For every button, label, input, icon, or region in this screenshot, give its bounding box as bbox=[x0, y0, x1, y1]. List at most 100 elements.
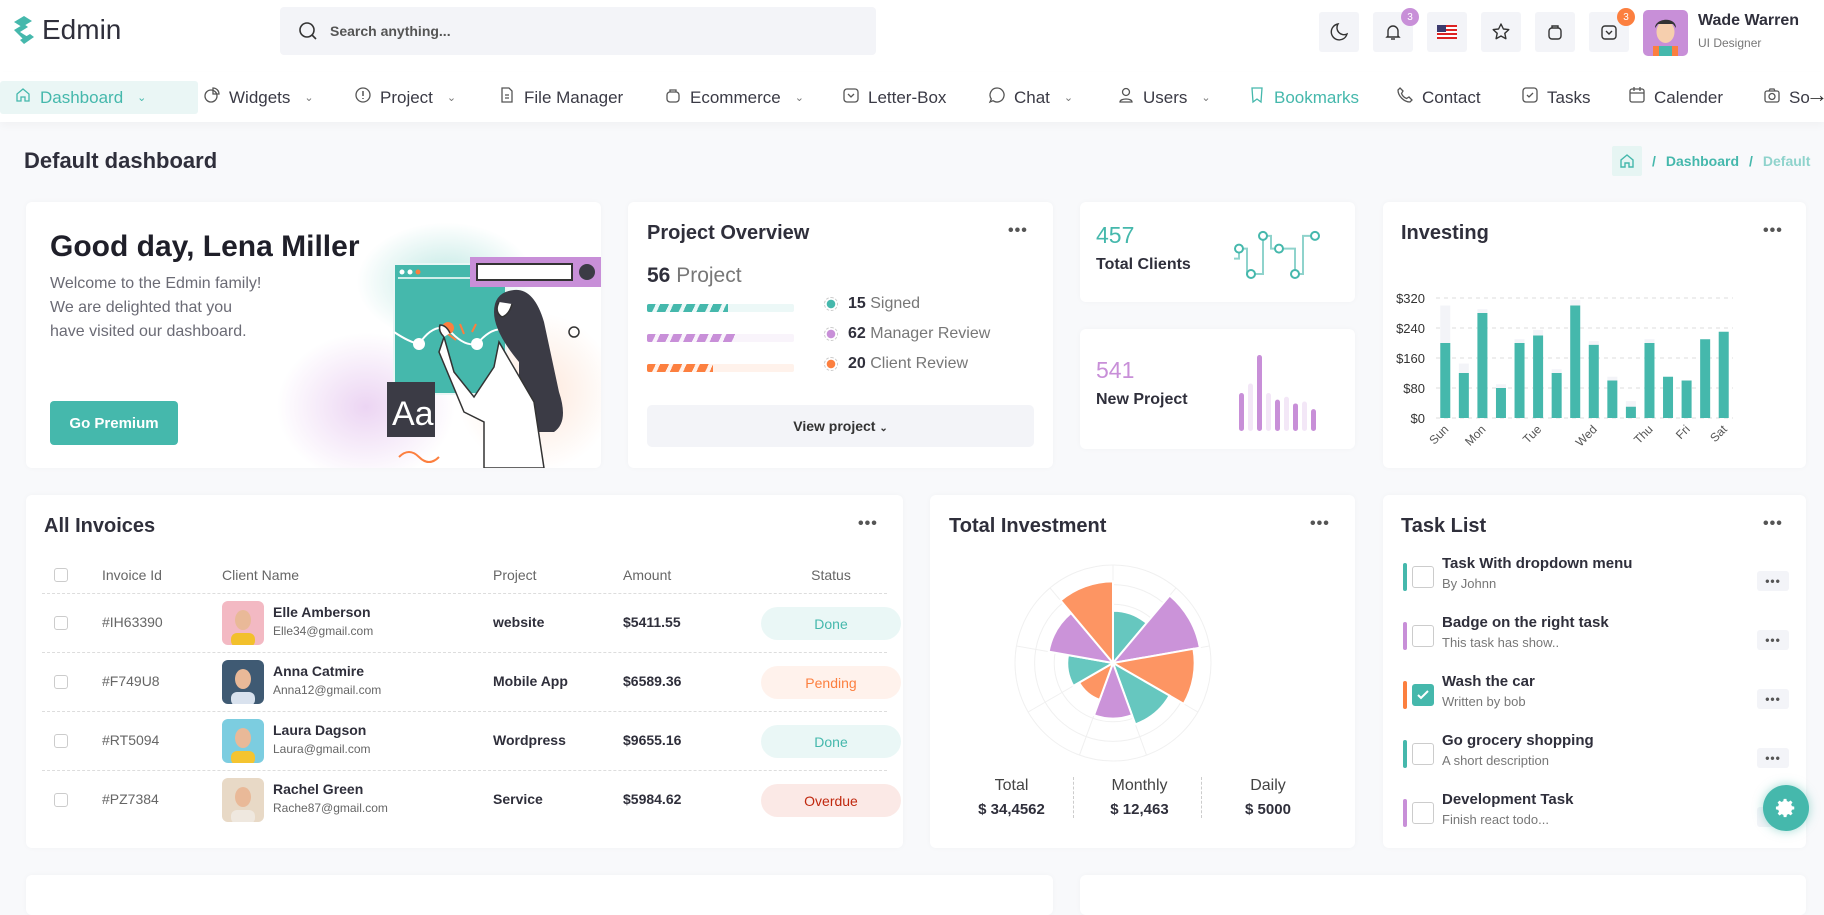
bar[interactable] bbox=[1588, 344, 1599, 418]
polar-slice[interactable] bbox=[1092, 660, 1134, 720]
y-tick-label: $80 bbox=[1403, 381, 1425, 396]
nav-item-label: Ecommerce bbox=[690, 87, 781, 107]
task-options-button[interactable]: ••• bbox=[1757, 748, 1789, 768]
bar[interactable] bbox=[1440, 343, 1451, 418]
messages-badge: 3 bbox=[1617, 8, 1635, 26]
main-navigation: Dashboard ⌄ Widgets ⌄ Project ⌄ File Manager Ec… bbox=[0, 72, 1824, 122]
task-checkbox[interactable] bbox=[1412, 802, 1434, 824]
bar[interactable] bbox=[1514, 343, 1525, 418]
language-button[interactable] bbox=[1427, 12, 1467, 52]
task-options-button[interactable]: ••• bbox=[1757, 630, 1789, 650]
nav-item-chat[interactable]: Chat ⌄ bbox=[988, 81, 1073, 114]
nav-item-so[interactable]: So bbox=[1763, 81, 1810, 114]
bar[interactable] bbox=[1718, 331, 1729, 418]
search-bar[interactable] bbox=[280, 7, 876, 55]
more-options-button[interactable]: ••• bbox=[858, 515, 878, 532]
bar[interactable] bbox=[1458, 373, 1469, 418]
settings-button[interactable] bbox=[1763, 785, 1809, 831]
nav-item-contact[interactable]: Contact bbox=[1396, 81, 1481, 114]
task-checkbox[interactable] bbox=[1412, 566, 1434, 588]
nav-item-ecommerce[interactable]: Ecommerce ⌄ bbox=[664, 81, 804, 114]
nav-item-calender[interactable]: Calender bbox=[1628, 81, 1723, 114]
task-description: By Johnn bbox=[1442, 576, 1497, 591]
nav-item-bookmarks[interactable]: Bookmarks bbox=[1248, 81, 1359, 114]
invoice-id[interactable]: #F749U8 bbox=[102, 673, 160, 689]
column-header-amount[interactable]: Amount bbox=[623, 567, 672, 583]
bar[interactable] bbox=[1495, 388, 1506, 418]
more-options-button[interactable]: ••• bbox=[1008, 222, 1028, 239]
column-header-client-name[interactable]: Client Name bbox=[222, 567, 300, 583]
polar-slice[interactable] bbox=[1111, 660, 1171, 726]
client-avatar bbox=[222, 660, 264, 704]
select-all-checkbox[interactable] bbox=[54, 568, 68, 582]
status-badge: Pending bbox=[761, 666, 901, 699]
breadcrumb-dashboard[interactable]: Dashboard bbox=[1665, 153, 1740, 169]
column-header-status[interactable]: Status bbox=[811, 567, 851, 583]
nav-item-dashboard[interactable]: Dashboard ⌄ bbox=[0, 81, 198, 114]
investment-stat-total: Total $ 34,4562 bbox=[950, 777, 1074, 818]
cart-button[interactable] bbox=[1535, 12, 1575, 52]
logo[interactable]: Edmin bbox=[10, 14, 121, 46]
task-checkbox[interactable] bbox=[1412, 743, 1434, 765]
nav-item-users[interactable]: Users ⌄ bbox=[1117, 81, 1211, 114]
more-options-button[interactable]: ••• bbox=[1310, 515, 1330, 532]
breadcrumb-home[interactable] bbox=[1612, 146, 1642, 176]
bar[interactable] bbox=[1700, 339, 1711, 418]
user-name[interactable]: Wade Warren bbox=[1698, 12, 1800, 29]
sparkline-bar bbox=[1239, 393, 1244, 431]
status-badge: Overdue bbox=[761, 784, 901, 817]
nav-item-file-manager[interactable]: File Manager bbox=[498, 81, 623, 114]
messages-button[interactable]: 3 bbox=[1589, 8, 1635, 52]
row-checkbox[interactable] bbox=[54, 675, 68, 689]
bar[interactable] bbox=[1551, 373, 1562, 418]
bar[interactable] bbox=[1625, 406, 1636, 418]
nav-item-letter-box[interactable]: Letter-Box bbox=[842, 81, 946, 114]
task-options-button[interactable]: ••• bbox=[1757, 571, 1789, 591]
notifications-button[interactable]: 3 bbox=[1373, 8, 1419, 52]
new-project-card: 541 New Project bbox=[1080, 329, 1355, 449]
bar[interactable] bbox=[1644, 343, 1655, 418]
column-header-invoice-id[interactable]: Invoice Id bbox=[102, 567, 162, 583]
nav-scroll-right-arrow[interactable]: → bbox=[1806, 82, 1824, 107]
go-premium-button[interactable]: Go Premium bbox=[50, 401, 178, 445]
task-checkbox[interactable] bbox=[1412, 684, 1434, 706]
polar-slice[interactable] bbox=[1059, 580, 1114, 666]
polar-slice[interactable] bbox=[1110, 647, 1196, 706]
more-options-button[interactable]: ••• bbox=[1763, 222, 1783, 239]
bar[interactable] bbox=[1477, 313, 1488, 418]
task-item: Go grocery shopping A short description ••… bbox=[1403, 732, 1803, 788]
total-clients-value: 457 bbox=[1096, 222, 1135, 248]
more-options-button[interactable]: ••• bbox=[1763, 515, 1783, 532]
row-checkbox[interactable] bbox=[54, 793, 68, 807]
bar[interactable] bbox=[1533, 335, 1544, 419]
task-checkbox[interactable] bbox=[1412, 625, 1434, 647]
polar-slice[interactable] bbox=[1110, 594, 1202, 665]
bookmark-star-button[interactable] bbox=[1481, 12, 1521, 52]
invoice-id[interactable]: #PZ7384 bbox=[102, 791, 159, 807]
view-project-button[interactable]: View project ⌄ bbox=[647, 405, 1034, 447]
bar[interactable] bbox=[1663, 376, 1674, 418]
gear-icon bbox=[1775, 798, 1795, 818]
breadcrumb: / Dashboard / Default bbox=[1612, 146, 1810, 176]
nav-item-tasks[interactable]: Tasks bbox=[1521, 81, 1590, 114]
bar[interactable] bbox=[1607, 380, 1618, 419]
row-checkbox[interactable] bbox=[54, 616, 68, 630]
nav-item-widgets[interactable]: Widgets ⌄ bbox=[203, 81, 314, 114]
column-header-project[interactable]: Project bbox=[493, 567, 537, 583]
star-icon bbox=[1492, 23, 1510, 40]
nav-item-project[interactable]: Project ⌄ bbox=[354, 81, 456, 114]
task-color-bar bbox=[1403, 799, 1407, 827]
bar[interactable] bbox=[1570, 305, 1581, 419]
project-count: 56 Project bbox=[647, 264, 742, 287]
invoice-id[interactable]: #IH63390 bbox=[102, 614, 163, 630]
search-input[interactable] bbox=[330, 23, 830, 39]
table-row: #PZ7384 Rachel Green Rache87@gmail.com Serv… bbox=[42, 770, 901, 829]
bar[interactable] bbox=[1681, 380, 1692, 419]
invoice-id[interactable]: #RT5094 bbox=[102, 732, 160, 748]
user-avatar[interactable] bbox=[1643, 10, 1688, 56]
task-options-button[interactable]: ••• bbox=[1757, 689, 1789, 709]
notification-badge: 3 bbox=[1401, 8, 1419, 26]
row-checkbox[interactable] bbox=[54, 734, 68, 748]
nav-item-label: Users bbox=[1143, 87, 1188, 107]
dark-mode-button[interactable] bbox=[1319, 12, 1359, 52]
